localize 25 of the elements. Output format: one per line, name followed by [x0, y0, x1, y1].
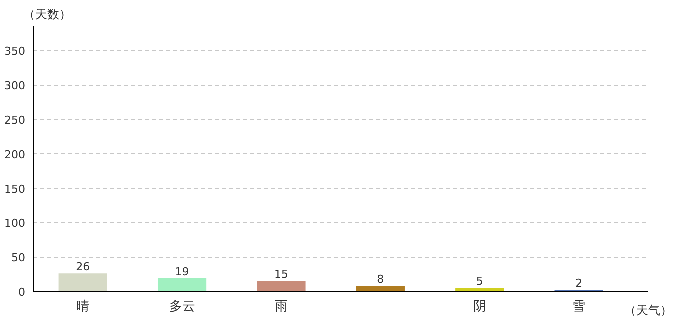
y-tick-label: 200 [4, 148, 26, 162]
x-tick-label: 雪 [572, 300, 586, 314]
x-tick-label: 晴 [76, 300, 90, 314]
y-tick-label: 300 [4, 80, 26, 93]
data-label: 26 [76, 260, 90, 274]
data-label: 5 [476, 275, 484, 288]
y-tick-label: 50 [12, 252, 26, 265]
bar [58, 274, 108, 292]
data-label: 15 [274, 268, 288, 282]
data-label: 8 [377, 272, 384, 286]
x-tick-label: 阴 [473, 300, 486, 314]
y-tick-label: 250 [4, 114, 26, 127]
y-axis-title: （天数） [24, 8, 72, 22]
y-tick-label: 150 [4, 182, 26, 196]
x-axis-title: （天气） [624, 304, 672, 318]
bar [356, 286, 405, 292]
x-tick-label: 多云 [169, 300, 196, 314]
data-label: 19 [175, 265, 190, 278]
y-tick-label: 350 [4, 45, 26, 58]
y-tick-label: 0 [18, 286, 26, 299]
bar [257, 281, 306, 292]
x-tick-label: 雨 [274, 300, 288, 314]
y-tick-label: 100 [4, 217, 26, 230]
data-label: 2 [576, 277, 583, 290]
bar [158, 278, 207, 292]
